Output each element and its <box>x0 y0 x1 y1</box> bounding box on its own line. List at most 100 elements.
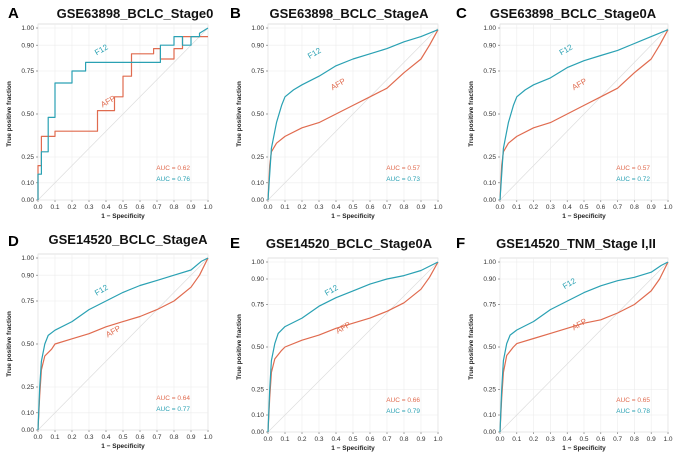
x-tick-label: 1.0 <box>433 436 442 443</box>
x-tick-label: 0.5 <box>118 434 127 441</box>
roc-panel-e: E GSE14520_BCLC_Stage0A 0.0 0.1 0.2 0.3 0.4 0.5… <box>230 235 443 452</box>
x-tick-label: 0.0 <box>263 204 272 211</box>
auc-label-f12: AUC = 0.77 <box>156 406 190 413</box>
panel-title: GSE63898_BCLC_Stage0 <box>57 6 214 21</box>
panel-title: GSE63898_BCLC_Stage0A <box>490 6 657 21</box>
x-tick-label: 0.4 <box>101 204 110 211</box>
panel-letter: A <box>8 5 19 22</box>
x-tick-label: 0.3 <box>314 436 323 443</box>
y-tick-label: 0.90 <box>483 276 496 283</box>
x-tick-label: 0.8 <box>630 436 639 443</box>
panel-title: GSE14520_TNM_Stage I,II <box>496 236 656 251</box>
reference-diagonal <box>37 257 209 431</box>
reference-diagonal <box>267 27 439 201</box>
auc-label-afp: AUC = 0.62 <box>156 165 190 172</box>
x-tick-label: 0.5 <box>348 204 357 211</box>
y-tick-label: 0.90 <box>251 42 264 49</box>
x-tick-label: 0.6 <box>596 436 605 443</box>
panel-letter: F <box>456 235 465 252</box>
y-tick-label: 0.25 <box>251 387 264 394</box>
roc-panel-f: F GSE14520_TNM_Stage I,II 0.0 0.1 0.2 0.3 0.4 0… <box>456 235 673 452</box>
x-tick-label: 0.2 <box>297 204 306 211</box>
x-tick-label: 0.1 <box>50 434 59 441</box>
reference-diagonal <box>267 261 439 433</box>
x-tick-label: 0.4 <box>331 436 340 443</box>
y-tick-label: 0.75 <box>251 302 264 309</box>
y-tick-label: 0.25 <box>251 154 264 161</box>
x-tick-label: 0.2 <box>529 436 538 443</box>
x-tick-label: 0.8 <box>399 204 408 211</box>
x-tick-label: 0.7 <box>613 436 622 443</box>
y-tick-label: 0.10 <box>251 180 264 187</box>
y-axis-label: True positive fraction <box>236 81 243 147</box>
x-tick-label: 0.8 <box>169 434 178 441</box>
x-tick-label: 0.8 <box>399 436 408 443</box>
x-axis-label: 1 − Specificity <box>331 445 375 452</box>
auc-label-afp: AUC = 0.64 <box>156 395 190 402</box>
roc-curve-afp <box>37 257 209 431</box>
x-tick-label: 0.7 <box>152 204 161 211</box>
x-tick-label: 0.2 <box>297 436 306 443</box>
roc-curve-f12 <box>37 27 209 200</box>
roc-curve-afp <box>499 29 669 201</box>
x-tick-label: 0.1 <box>280 204 289 211</box>
y-tick-label: 0.10 <box>21 180 34 187</box>
panel-letter: E <box>230 235 240 252</box>
x-axis-label: 1 − Specificity <box>331 213 375 220</box>
x-tick-label: 0.0 <box>263 436 272 443</box>
x-tick-label: 0.5 <box>118 204 127 211</box>
y-tick-label: 0.75 <box>483 302 496 309</box>
y-tick-label: 0.00 <box>251 429 264 436</box>
y-tick-label: 0.00 <box>21 427 34 434</box>
roc-curve-f12 <box>37 257 209 431</box>
x-tick-label: 0.4 <box>563 204 572 211</box>
x-tick-label: 0.9 <box>647 436 656 443</box>
y-tick-label: 0.75 <box>21 298 34 305</box>
x-tick-label: 0.1 <box>280 436 289 443</box>
x-tick-label: 1.0 <box>433 204 442 211</box>
y-tick-label: 1.00 <box>483 259 496 266</box>
y-tick-label: 0.10 <box>251 412 264 419</box>
y-tick-label: 0.50 <box>21 341 34 348</box>
y-tick-label: 0.50 <box>21 111 34 118</box>
roc-curve-f12 <box>499 29 669 201</box>
y-tick-label: 0.25 <box>483 387 496 394</box>
y-axis-label: True positive fraction <box>468 314 475 380</box>
y-tick-label: 0.90 <box>21 42 34 49</box>
x-tick-label: 0.4 <box>101 434 110 441</box>
roc-curve-afp <box>37 35 208 200</box>
auc-label-f12: AUC = 0.76 <box>156 176 190 183</box>
auc-label-afp: AUC = 0.57 <box>616 165 650 172</box>
roc-curve-f12 <box>499 261 669 433</box>
x-tick-label: 0.3 <box>314 204 323 211</box>
x-tick-label: 0.8 <box>169 204 178 211</box>
x-axis-label: 1 − Specificity <box>101 213 145 220</box>
panel-title: GSE14520_BCLC_StageA <box>49 232 209 247</box>
y-tick-label: 1.00 <box>251 259 264 266</box>
y-tick-label: 1.00 <box>251 25 264 32</box>
y-tick-label: 0.50 <box>483 111 496 118</box>
x-tick-label: 0.2 <box>529 204 538 211</box>
x-tick-label: 0.9 <box>416 436 425 443</box>
y-tick-label: 0.00 <box>483 429 496 436</box>
y-axis-label: True positive fraction <box>6 311 13 377</box>
auc-label-afp: AUC = 0.66 <box>386 397 420 404</box>
roc-curve-afp <box>267 261 439 433</box>
y-tick-label: 0.90 <box>251 276 264 283</box>
reference-diagonal <box>499 261 669 433</box>
x-tick-label: 0.6 <box>365 436 374 443</box>
x-tick-label: 0.9 <box>186 204 195 211</box>
x-tick-label: 0.7 <box>152 434 161 441</box>
x-tick-label: 0.3 <box>546 204 555 211</box>
roc-panel-c: C GSE63898_BCLC_Stage0A 0.0 0.1 0.2 0.3 0.4 0.5… <box>456 5 673 220</box>
y-tick-label: 0.00 <box>21 197 34 204</box>
x-tick-label: 0.3 <box>84 204 93 211</box>
x-tick-label: 0.8 <box>630 204 639 211</box>
x-tick-label: 0.5 <box>579 436 588 443</box>
y-axis-label: True positive fraction <box>236 314 243 380</box>
x-tick-label: 1.0 <box>203 434 212 441</box>
roc-curve-f12 <box>267 261 439 433</box>
